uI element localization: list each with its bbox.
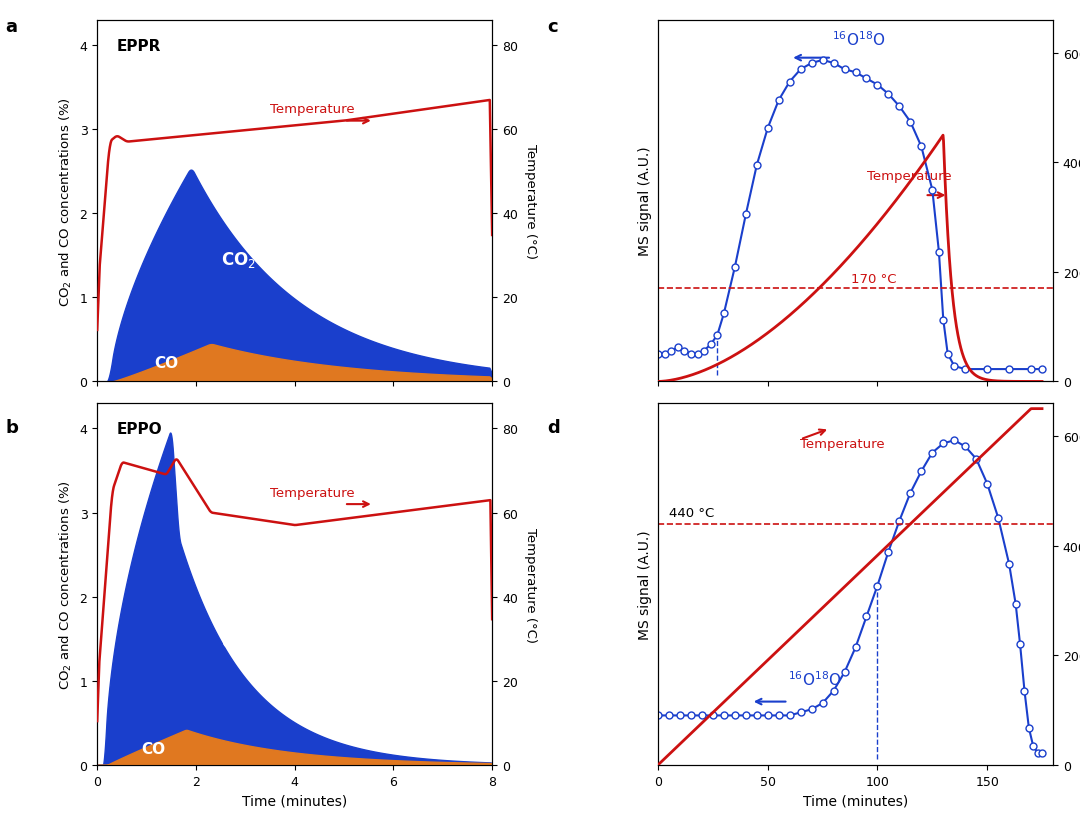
Text: CO: CO (141, 741, 165, 756)
Text: CO$_2$: CO$_2$ (220, 250, 255, 270)
Y-axis label: Temperature (°C): Temperature (°C) (524, 527, 538, 642)
X-axis label: Time (minutes): Time (minutes) (242, 793, 348, 807)
Text: Temperature: Temperature (867, 170, 951, 183)
Text: $^{16}$O$^{18}$O: $^{16}$O$^{18}$O (788, 670, 842, 689)
Text: EPPR: EPPR (117, 39, 161, 54)
Text: Temperature: Temperature (270, 486, 354, 499)
Y-axis label: CO$_2$ and CO concentrations (%): CO$_2$ and CO concentrations (%) (58, 97, 73, 306)
Text: $^{16}$O$^{18}$O: $^{16}$O$^{18}$O (832, 31, 886, 49)
Y-axis label: MS signal (A.U.): MS signal (A.U.) (638, 529, 652, 639)
Text: b: b (5, 418, 18, 437)
Text: c: c (548, 18, 558, 36)
Text: a: a (5, 18, 17, 36)
Y-axis label: CO$_2$ and CO concentrations (%): CO$_2$ and CO concentrations (%) (58, 480, 73, 689)
Text: Temperature: Temperature (800, 437, 885, 450)
Text: 170 °C: 170 °C (851, 272, 896, 285)
Y-axis label: MS signal (A.U.): MS signal (A.U.) (638, 146, 652, 256)
Text: 440 °C: 440 °C (669, 506, 714, 519)
Text: d: d (548, 418, 561, 437)
Text: EPPO: EPPO (117, 422, 163, 437)
Text: Temperature: Temperature (270, 103, 354, 116)
Y-axis label: Temperature (°C): Temperature (°C) (524, 144, 538, 259)
Text: CO$_2$: CO$_2$ (220, 633, 255, 653)
X-axis label: Time (minutes): Time (minutes) (802, 793, 908, 807)
Text: CO: CO (154, 356, 178, 370)
